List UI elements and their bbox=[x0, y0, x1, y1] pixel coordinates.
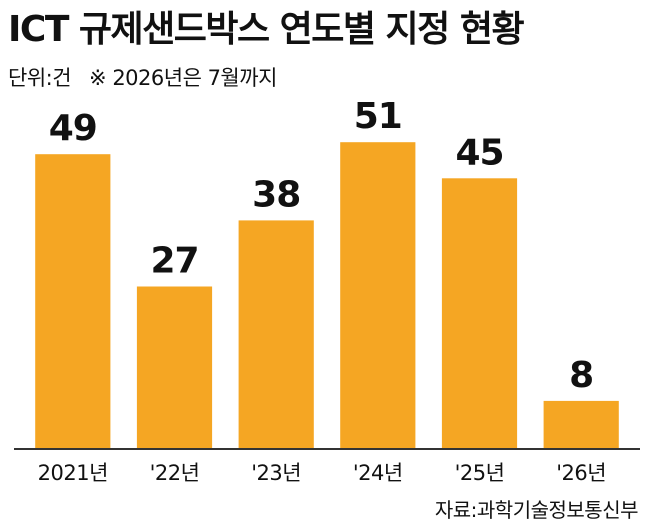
bar-value-label: 27 bbox=[150, 241, 198, 282]
category-label: 2021년 bbox=[38, 461, 108, 485]
bar bbox=[238, 220, 314, 449]
bar bbox=[441, 178, 518, 450]
chart-subtitle: 단위:건 ※ 2026년은 7월까지 bbox=[8, 64, 277, 92]
category-label: '26년 bbox=[556, 461, 606, 485]
category-labels-group: 2021년 '22년 '23년 '24년 '25년 '26년 bbox=[38, 461, 607, 485]
unit-label: 단위:건 bbox=[8, 66, 72, 90]
category-label: '24년 bbox=[353, 461, 403, 485]
bar-value-label: 38 bbox=[252, 174, 300, 215]
bar-value-label: 45 bbox=[455, 132, 503, 173]
category-label: '23년 bbox=[251, 461, 301, 485]
category-label: '25년 bbox=[455, 461, 505, 485]
bar bbox=[543, 400, 619, 449]
value-labels-group: 49 27 38 51 45 8 bbox=[49, 96, 594, 396]
source-label: 자료:과학기술정보통신부 bbox=[434, 498, 639, 522]
bar bbox=[340, 142, 416, 449]
bars-group bbox=[35, 142, 619, 450]
bar bbox=[136, 286, 213, 449]
bar-value-label: 49 bbox=[49, 108, 97, 149]
bar bbox=[35, 154, 111, 449]
note-label: ※ 2026년은 7월까지 bbox=[89, 66, 277, 90]
chart-title: ICT 규제샌드박스 연도별 지정 현황 bbox=[8, 9, 525, 50]
bar-value-label: 8 bbox=[569, 355, 593, 396]
category-label: '22년 bbox=[150, 461, 200, 485]
bar-value-label: 51 bbox=[354, 96, 402, 137]
